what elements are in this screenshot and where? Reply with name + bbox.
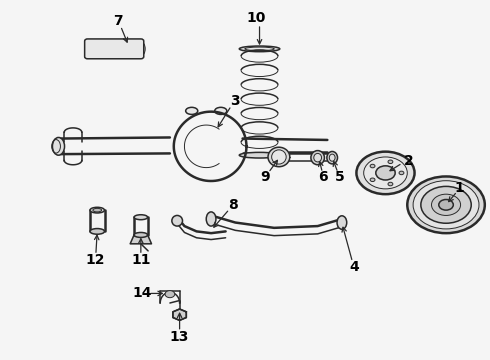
Text: 4: 4 (349, 260, 359, 274)
Circle shape (165, 291, 175, 298)
Ellipse shape (134, 215, 147, 220)
Ellipse shape (215, 107, 227, 114)
Text: 13: 13 (170, 330, 189, 344)
Circle shape (388, 182, 393, 186)
Ellipse shape (311, 150, 324, 165)
Text: 2: 2 (404, 154, 414, 168)
Text: 8: 8 (228, 198, 238, 212)
Ellipse shape (327, 152, 338, 164)
Ellipse shape (90, 207, 104, 213)
Ellipse shape (137, 42, 145, 56)
Circle shape (376, 166, 395, 180)
Text: 3: 3 (230, 94, 240, 108)
Ellipse shape (90, 229, 104, 234)
Circle shape (439, 199, 453, 210)
Ellipse shape (268, 147, 290, 167)
Ellipse shape (337, 216, 347, 229)
Ellipse shape (239, 152, 280, 158)
Text: 11: 11 (131, 253, 150, 267)
Ellipse shape (206, 212, 216, 226)
Text: 5: 5 (335, 170, 344, 184)
Circle shape (121, 47, 127, 51)
Ellipse shape (172, 215, 182, 226)
Circle shape (102, 46, 111, 52)
Text: 1: 1 (455, 181, 465, 195)
Ellipse shape (239, 46, 280, 52)
Text: 9: 9 (261, 170, 270, 184)
Ellipse shape (134, 233, 147, 238)
Circle shape (364, 157, 407, 189)
Ellipse shape (271, 150, 286, 164)
Text: 12: 12 (85, 253, 104, 267)
Ellipse shape (314, 153, 321, 162)
Circle shape (356, 152, 415, 194)
FancyBboxPatch shape (85, 39, 144, 59)
Ellipse shape (52, 138, 65, 155)
Circle shape (421, 186, 471, 223)
Circle shape (399, 171, 404, 175)
Circle shape (388, 160, 393, 163)
Ellipse shape (329, 154, 335, 161)
Ellipse shape (245, 47, 274, 51)
Circle shape (370, 164, 375, 168)
Circle shape (370, 178, 375, 181)
Circle shape (407, 176, 485, 233)
Polygon shape (130, 235, 151, 244)
Text: 7: 7 (113, 14, 122, 27)
Circle shape (413, 181, 479, 229)
Text: 6: 6 (318, 170, 327, 184)
Circle shape (99, 43, 115, 54)
Text: 14: 14 (133, 287, 152, 301)
Circle shape (432, 194, 461, 215)
Polygon shape (173, 309, 186, 320)
Text: 10: 10 (246, 12, 266, 25)
Ellipse shape (186, 107, 198, 114)
Ellipse shape (93, 208, 101, 212)
